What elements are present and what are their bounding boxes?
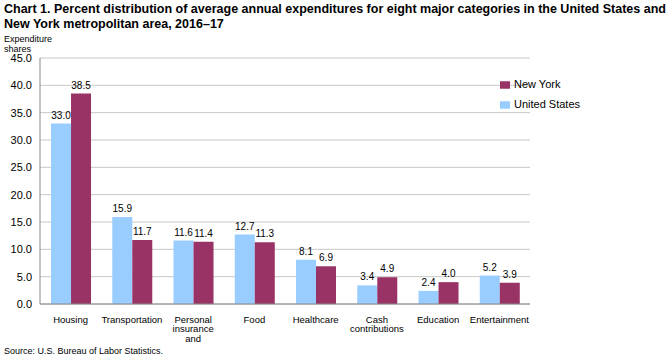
svg-text:6.9: 6.9 — [319, 252, 333, 263]
svg-text:45.0: 45.0 — [11, 52, 32, 64]
svg-text:20.0: 20.0 — [11, 189, 32, 201]
svg-text:Cashcontributions: Cashcontributions — [350, 314, 404, 335]
svg-text:11.3: 11.3 — [255, 228, 274, 239]
svg-text:10.0: 10.0 — [11, 243, 32, 255]
svg-text:Housing: Housing — [53, 314, 88, 325]
svg-text:11.6: 11.6 — [174, 227, 193, 238]
svg-text:3.4: 3.4 — [360, 271, 374, 282]
svg-text:33.0: 33.0 — [51, 110, 71, 121]
svg-text:12.7: 12.7 — [235, 221, 255, 232]
svg-text:Education: Education — [417, 314, 459, 325]
svg-text:40.0: 40.0 — [11, 79, 32, 91]
html-text:Source: U.S. Bureau of Labor S: Source: U.S. Bureau of Labor Statistics. — [4, 346, 164, 356]
svg-text:25.0: 25.0 — [11, 161, 32, 173]
svg-text:Entertainment: Entertainment — [470, 314, 530, 325]
html-text:Expenditure shares: Expenditure shares — [4, 34, 52, 54]
svg-text:8.1: 8.1 — [299, 246, 313, 257]
svg-text:11.7: 11.7 — [133, 226, 152, 237]
svg-text:0.0: 0.0 — [17, 298, 32, 310]
svg-text:Healthcare: Healthcare — [293, 314, 339, 325]
svg-text:2.4: 2.4 — [422, 277, 436, 288]
svg-text:Personalinsuranceandpensions: Personalinsuranceandpensions — [173, 314, 214, 344]
svg-text:38.5: 38.5 — [71, 80, 91, 91]
svg-text:15.9: 15.9 — [113, 203, 133, 214]
svg-text:4.9: 4.9 — [380, 263, 394, 274]
svg-text:5.0: 5.0 — [17, 271, 32, 283]
svg-text:35.0: 35.0 — [11, 107, 32, 119]
svg-text:Food: Food — [244, 314, 266, 325]
svg-text:4.0: 4.0 — [442, 268, 456, 279]
svg-text:Transportation: Transportation — [101, 314, 162, 325]
html-text:New York: New York — [514, 78, 561, 90]
html-text:Chart 1. Percent distribution: Chart 1. Percent distribution of average… — [4, 2, 666, 31]
svg-text:15.0: 15.0 — [11, 216, 32, 228]
svg-text:5.2: 5.2 — [483, 262, 497, 273]
svg-text:30.0: 30.0 — [11, 134, 32, 146]
html-text:United States: United States — [514, 98, 580, 110]
svg-text:11.4: 11.4 — [194, 228, 213, 239]
svg-text:3.9: 3.9 — [503, 269, 517, 280]
